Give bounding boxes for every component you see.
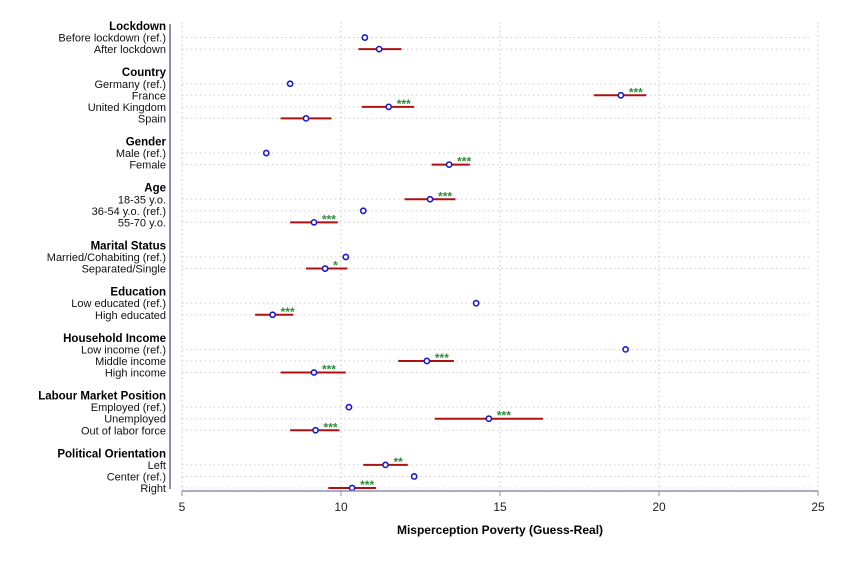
significance-stars: ** <box>394 455 404 469</box>
group-header: Education <box>110 287 166 299</box>
significance-stars: ************************************ <box>281 85 644 492</box>
group-header: Lockdown <box>109 21 166 33</box>
point-marker <box>622 345 630 353</box>
row-label: France <box>132 90 166 102</box>
x-tick-label: 5 <box>179 500 186 514</box>
point-marker <box>286 80 294 88</box>
x-axis: 5 10 15 20 25 <box>169 24 825 514</box>
row-label: Germany (ref.) <box>94 79 166 91</box>
x-tick-label: 20 <box>652 500 666 514</box>
point-marker <box>445 161 453 168</box>
significance-stars: *** <box>457 155 471 169</box>
row-label: Separated/Single <box>82 264 166 276</box>
significance-stars: *** <box>397 97 411 111</box>
point-marker <box>262 149 270 157</box>
row-label: Before lockdown (ref.) <box>58 33 166 45</box>
point-marker <box>485 415 493 423</box>
row-label: Low educated (ref.) <box>71 298 166 310</box>
significance-stars: *** <box>281 305 295 319</box>
significance-stars: *** <box>322 363 336 377</box>
row-label: 36-54 y.o. (ref.) <box>92 206 166 218</box>
row-label: United Kingdom <box>88 102 166 114</box>
point-marker <box>423 357 431 365</box>
row-label: Middle income <box>95 356 166 368</box>
row-label: Female <box>129 160 166 172</box>
point-marker <box>269 311 277 319</box>
row-label: Male (ref.) <box>116 148 166 160</box>
x-tick-label: 15 <box>493 500 507 514</box>
group-header: Household Income <box>63 333 166 345</box>
point-marker <box>310 369 318 376</box>
point-marker <box>617 91 625 99</box>
point-marker <box>410 473 418 480</box>
row-label: After lockdown <box>94 44 166 56</box>
row-label: 18-35 y.o. <box>118 194 166 206</box>
point-marker <box>302 115 310 122</box>
row-label: Unemployed <box>104 414 166 426</box>
point-marker <box>375 45 383 53</box>
row-label: Left <box>148 460 166 472</box>
point-marker <box>342 253 350 261</box>
group-header: Age <box>144 183 166 195</box>
point-marker <box>348 484 356 492</box>
row-label: Out of labor force <box>81 425 166 437</box>
point-marker <box>345 403 353 411</box>
point-marker <box>472 299 480 307</box>
significance-stars: *** <box>322 212 336 226</box>
row-label: Low income (ref.) <box>81 344 166 356</box>
significance-stars: *** <box>438 189 452 203</box>
point-marker <box>359 207 367 215</box>
significance-stars: *** <box>324 420 338 434</box>
point-marker <box>321 265 329 272</box>
point-estimates <box>262 34 630 492</box>
significance-stars: *** <box>497 409 511 423</box>
row-label: Right <box>140 483 166 495</box>
point-marker <box>385 103 393 111</box>
row-label: High income <box>105 368 166 380</box>
point-marker <box>312 426 319 434</box>
group-header: Political Orientation <box>57 448 166 460</box>
group-header: Country <box>122 67 167 79</box>
point-marker <box>382 461 389 469</box>
significance-stars: *** <box>360 478 374 492</box>
row-label: Spain <box>138 113 166 125</box>
point-marker <box>310 218 318 226</box>
group-header: Marital Status <box>91 240 166 252</box>
row-label: High educated <box>95 310 166 322</box>
significance-stars: *** <box>629 85 643 99</box>
significance-stars: * <box>333 259 338 273</box>
group-header: Gender <box>126 137 167 149</box>
x-axis-label: Misperception Poverty (Guess-Real) <box>397 523 603 537</box>
point-marker <box>361 34 369 41</box>
row-label: 55-70 y.o. <box>118 217 166 229</box>
row-label: Married/Cohabiting (ref.) <box>47 252 166 264</box>
point-marker <box>426 195 434 203</box>
x-tick-label: 25 <box>811 500 825 514</box>
group-header: Labour Market Position <box>38 391 166 403</box>
significance-stars: *** <box>435 351 449 365</box>
row-label: Center (ref.) <box>107 471 166 483</box>
x-tick-label: 10 <box>334 500 348 514</box>
row-label: Employed (ref.) <box>91 402 166 414</box>
